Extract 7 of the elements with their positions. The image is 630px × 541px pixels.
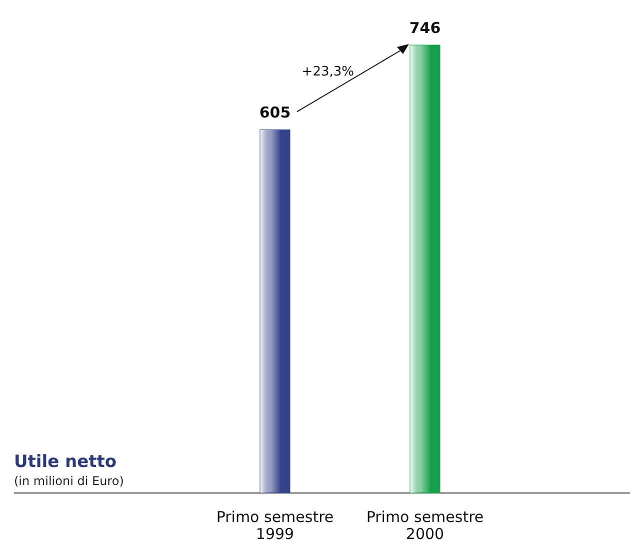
data-label: 746 (409, 19, 441, 37)
annotation: +23,3% (302, 64, 354, 80)
x-tick-label: Primo semestre 1999 (216, 508, 334, 541)
data-label: 605 (259, 104, 291, 122)
text: Utile netto (14, 452, 117, 472)
text: (in milioni di Euro) (14, 474, 124, 488)
x-tick-label: Primo semestre 2000 (366, 508, 484, 541)
